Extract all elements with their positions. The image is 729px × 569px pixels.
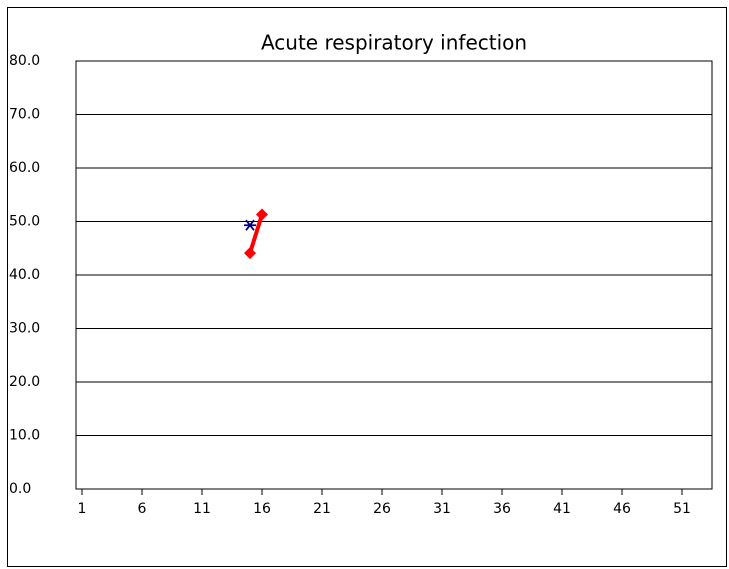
x-tick-label: 26 bbox=[373, 501, 391, 517]
series-line bbox=[248, 213, 264, 254]
x-tick-label: 6 bbox=[138, 501, 147, 517]
y-tick-label: 70.0 bbox=[9, 107, 40, 123]
y-tick-label: 10.0 bbox=[9, 428, 40, 444]
y-tick-label: 0.0 bbox=[9, 481, 31, 497]
chart-title: Acute respiratory infection bbox=[261, 31, 527, 55]
x-tick-label: 11 bbox=[193, 501, 211, 517]
point bbox=[244, 219, 256, 231]
x-tick-label: 46 bbox=[613, 501, 631, 517]
y-tick-label: 60.0 bbox=[9, 160, 40, 176]
x-tick-label: 1 bbox=[78, 501, 87, 517]
y-tick-label: 30.0 bbox=[9, 321, 40, 337]
x-tick-label: 51 bbox=[673, 501, 691, 517]
y-tick-label: 20.0 bbox=[9, 374, 40, 390]
y-tick-label: 80.0 bbox=[9, 53, 40, 69]
y-tick-label: 40.0 bbox=[9, 267, 40, 283]
y-tick-label: 50.0 bbox=[9, 214, 40, 230]
x-tick-label: 21 bbox=[313, 501, 331, 517]
x-tick-label: 36 bbox=[493, 501, 511, 517]
x-tick-label: 31 bbox=[433, 501, 451, 517]
plot-area bbox=[75, 60, 713, 490]
chart-border bbox=[7, 7, 727, 567]
point bbox=[256, 208, 268, 221]
point bbox=[244, 247, 256, 260]
x-tick-label: 16 bbox=[253, 501, 271, 517]
x-tick-label: 41 bbox=[553, 501, 571, 517]
